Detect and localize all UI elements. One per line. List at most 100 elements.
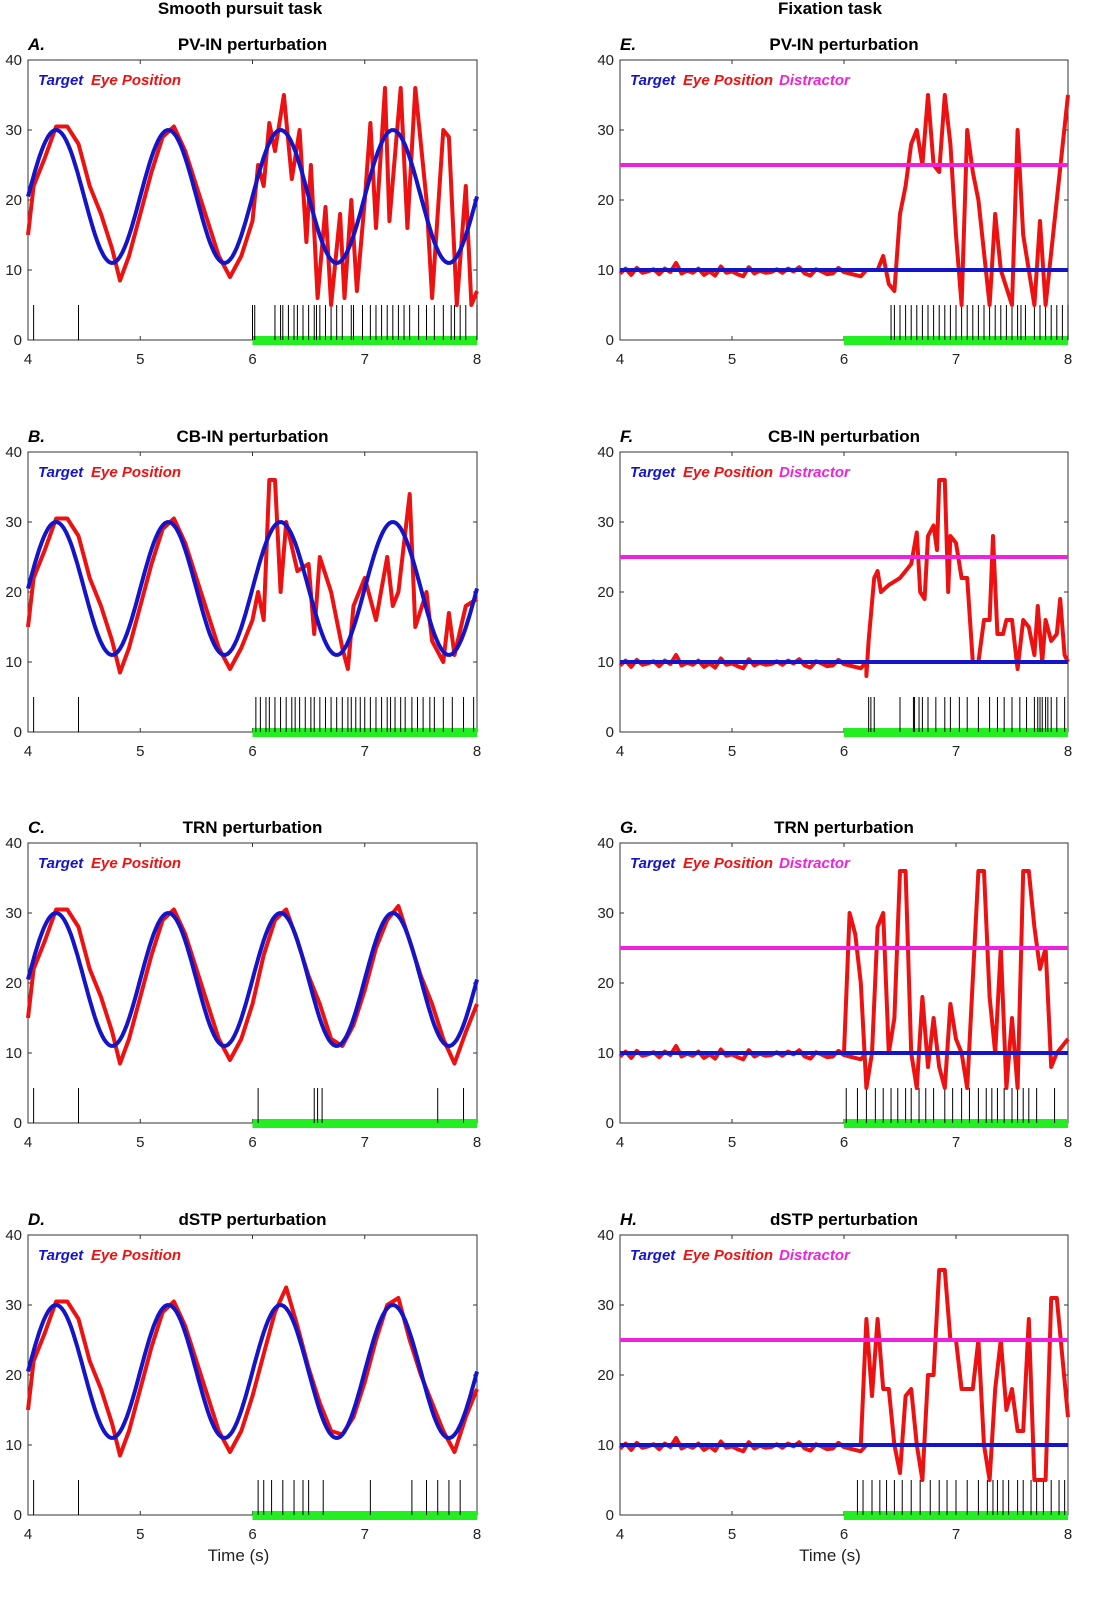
x-tick-label: 8 (1064, 1526, 1072, 1543)
stimulation-bar (844, 336, 1068, 345)
legend-distractor: Distractor (779, 72, 851, 89)
legend-eye-position: Eye Position (91, 855, 181, 872)
y-tick-label: 20 (5, 584, 22, 601)
x-tick-label: 6 (248, 1134, 256, 1151)
y-tick-label: 40 (5, 835, 22, 852)
eye-position-line (26, 1285, 479, 1458)
x-tick-label: 5 (136, 743, 144, 760)
y-tick-label: 0 (14, 1507, 22, 1524)
x-tick-label: 8 (1064, 1134, 1072, 1151)
legend-target: Target (38, 72, 84, 89)
x-tick-label: 7 (952, 1526, 960, 1543)
x-tick-label: 7 (952, 351, 960, 368)
panel-label: H. (620, 1210, 637, 1229)
x-tick-label: 5 (728, 1526, 736, 1543)
y-tick-label: 20 (597, 975, 614, 992)
panel-title: dSTP perturbation (770, 1210, 918, 1229)
x-tick-label: 4 (24, 351, 32, 368)
y-tick-label: 30 (597, 1297, 614, 1314)
x-tick-label: 5 (728, 351, 736, 368)
x-tick-label: 6 (840, 1526, 848, 1543)
y-tick-label: 30 (597, 514, 614, 531)
target-line (26, 911, 479, 1048)
y-tick-label: 10 (5, 654, 22, 671)
eye-position-line (618, 93, 1070, 307)
y-tick-label: 10 (597, 1045, 614, 1062)
panel-title: dSTP perturbation (179, 1210, 327, 1229)
x-tick-label: 7 (361, 351, 369, 368)
axes-box (619, 1234, 1069, 1516)
y-tick-label: 0 (14, 724, 22, 741)
panel-label: C. (28, 818, 45, 837)
y-tick-label: 20 (597, 584, 614, 601)
legend-eye-position: Eye Position (91, 1247, 181, 1264)
y-tick-label: 20 (5, 192, 22, 209)
x-tick-label: 4 (24, 743, 32, 760)
x-tick-label: 6 (248, 743, 256, 760)
legend-target: Target (38, 464, 84, 481)
y-tick-label: 40 (597, 52, 614, 69)
x-tick-label: 7 (952, 743, 960, 760)
legend-target: Target (630, 855, 676, 872)
x-tick-label: 6 (840, 1134, 848, 1151)
x-tick-label: 6 (248, 351, 256, 368)
panel-label: A. (27, 35, 45, 54)
y-tick-label: 30 (5, 514, 22, 531)
y-tick-label: 10 (597, 262, 614, 279)
target-line (26, 1303, 479, 1440)
x-tick-label: 8 (473, 351, 481, 368)
x-tick-label: 7 (361, 1134, 369, 1151)
stimulation-bar (252, 1119, 477, 1128)
x-tick-label: 4 (616, 351, 624, 368)
legend-eye-position: Eye Position (683, 855, 773, 872)
x-tick-label: 8 (1064, 351, 1072, 368)
y-tick-label: 40 (5, 444, 22, 461)
y-tick-label: 20 (5, 975, 22, 992)
legend-target: Target (38, 855, 84, 872)
axes-box (619, 59, 1069, 341)
stimulation-bar (844, 1511, 1068, 1520)
panel-G: G. TRN perturbation 4 5 6 7 8 0 10 20 30 40 Target Ey… (597, 818, 1072, 1151)
x-tick-label: 7 (361, 1526, 369, 1543)
y-tick-label: 10 (597, 1437, 614, 1454)
stimulation-bar (252, 336, 477, 345)
x-tick-label: 8 (473, 743, 481, 760)
eye-position-line (618, 1268, 1070, 1482)
y-tick-label: 40 (597, 835, 614, 852)
y-tick-label: 10 (5, 1045, 22, 1062)
target-line (26, 128, 479, 265)
y-tick-label: 10 (5, 1437, 22, 1454)
x-tick-label: 6 (840, 351, 848, 368)
y-tick-label: 0 (14, 332, 22, 349)
panel-H: H. dSTP perturbation 4 5 6 7 8 0 10 20 30 40 Time (s… (597, 1210, 1072, 1565)
eye-position-line (26, 478, 479, 675)
x-tick-label: 6 (248, 1526, 256, 1543)
legend-eye-position: Eye Position (683, 464, 773, 481)
panel-title: TRN perturbation (183, 818, 323, 837)
y-tick-label: 40 (597, 1227, 614, 1244)
x-axis-label: Time (s) (799, 1546, 861, 1565)
legend-distractor: Distractor (779, 855, 851, 872)
legend-eye-position: Eye Position (683, 72, 773, 89)
panel-label: D. (28, 1210, 45, 1229)
legend-eye-position: Eye Position (91, 72, 181, 89)
x-tick-label: 8 (473, 1134, 481, 1151)
x-axis-label: Time (s) (208, 1546, 270, 1565)
stimulation-bar (252, 1511, 477, 1520)
x-tick-label: 8 (1064, 743, 1072, 760)
legend-distractor: Distractor (779, 464, 851, 481)
y-tick-label: 0 (606, 1507, 614, 1524)
y-tick-label: 30 (5, 1297, 22, 1314)
y-tick-label: 10 (5, 262, 22, 279)
stimulation-bar (844, 728, 1068, 737)
y-tick-label: 10 (597, 654, 614, 671)
panel-label: F. (620, 427, 633, 446)
stimulation-bar (844, 1119, 1068, 1128)
legend-distractor: Distractor (779, 1247, 851, 1264)
x-tick-label: 4 (616, 1134, 624, 1151)
panel-title: PV-IN perturbation (769, 35, 918, 54)
y-tick-label: 0 (606, 1115, 614, 1132)
x-tick-label: 4 (616, 1526, 624, 1543)
panel-label: G. (620, 818, 638, 837)
legend-target: Target (630, 72, 676, 89)
